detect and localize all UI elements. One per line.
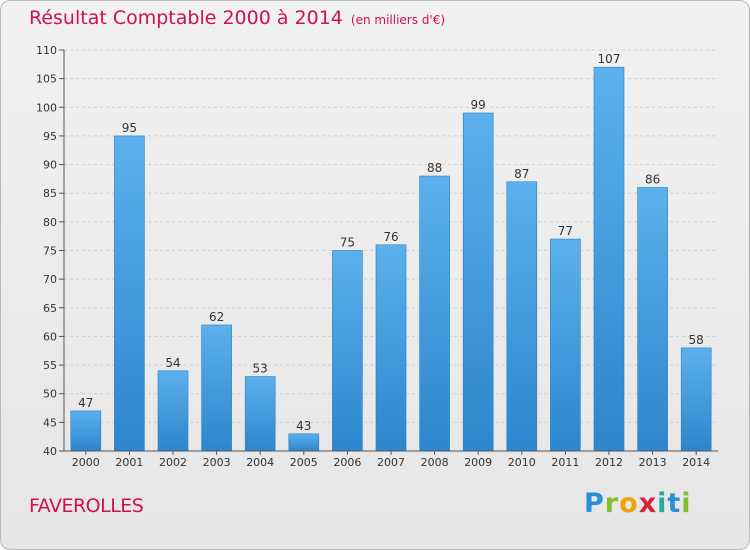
logo-letter: r <box>604 488 620 519</box>
x-tick-label: 2005 <box>290 456 318 469</box>
y-tick-label: 45 <box>43 416 57 429</box>
logo-letter: P <box>584 488 605 519</box>
title-text: Résultat Comptable 2000 à 2014 <box>29 7 343 29</box>
logo-letter: i <box>681 488 692 519</box>
bar <box>244 376 276 452</box>
bar-value-label: 43 <box>296 419 311 433</box>
logo-letter: o <box>619 488 639 519</box>
logo-letter: t <box>667 488 682 519</box>
bar-value-label: 54 <box>165 356 180 370</box>
x-tick-label: 2006 <box>333 456 361 469</box>
bars: 47 95 54 62 53 43 75 76 88 99 87 77 107 86 58 <box>70 52 712 452</box>
bar <box>550 238 581 452</box>
y-tick-label: 95 <box>43 130 57 143</box>
logo-letter: i <box>657 488 668 519</box>
x-tick-label: 2003 <box>203 456 231 469</box>
bar <box>637 187 668 452</box>
bar-value-label: 107 <box>598 52 621 66</box>
bar-value-label: 75 <box>340 236 355 250</box>
x-tick-label: 2010 <box>508 456 536 469</box>
y-tick-label: 65 <box>43 302 57 315</box>
y-tick-label: 100 <box>36 101 57 114</box>
bar-value-label: 58 <box>689 333 704 347</box>
y-tick-label: 40 <box>43 445 57 458</box>
bar-value-label: 77 <box>558 224 573 238</box>
bar-value-label: 62 <box>209 310 224 324</box>
bar <box>419 175 450 452</box>
x-tick-label: 2008 <box>421 456 449 469</box>
y-tick-label: 105 <box>36 73 57 86</box>
x-tick-label: 2013 <box>639 456 667 469</box>
axes: 40 45 50 55 60 65 70 75 80 85 90 95 100 105 110 2000 200… <box>36 44 718 469</box>
x-tick-label: 2012 <box>595 456 623 469</box>
town-name: FAVEROLLES <box>29 495 144 517</box>
x-tick-label: 2007 <box>377 456 405 469</box>
bar <box>201 324 232 452</box>
bar-value-label: 99 <box>471 98 486 112</box>
y-tick-label: 75 <box>43 245 57 258</box>
bar <box>70 410 102 452</box>
x-tick-label: 2004 <box>246 456 274 469</box>
bar <box>375 244 407 452</box>
y-tick-label: 70 <box>43 273 57 286</box>
y-tick-label: 85 <box>43 187 57 200</box>
logo-letter: x <box>638 488 658 519</box>
x-tick-label: 2011 <box>551 456 579 469</box>
x-tick-label: 2001 <box>115 456 143 469</box>
x-tick-label: 2009 <box>464 456 492 469</box>
bar <box>114 135 145 452</box>
x-tick-label: 2002 <box>159 456 187 469</box>
proxiti-logo: Proxiti <box>584 488 692 519</box>
bar <box>332 250 363 452</box>
bar <box>593 66 625 452</box>
bar-value-label: 88 <box>427 161 442 175</box>
y-tick-label: 90 <box>43 159 57 172</box>
bar <box>680 347 712 452</box>
y-tick-label: 110 <box>36 44 57 57</box>
bar <box>157 370 189 452</box>
x-tick-label: 2014 <box>682 456 710 469</box>
y-tick-label: 60 <box>43 330 57 343</box>
bar-value-label: 47 <box>78 396 93 410</box>
bar-value-label: 53 <box>253 362 268 376</box>
chart-title: Résultat Comptable 2000 à 2014 (en millie… <box>29 7 445 29</box>
bar-value-label: 87 <box>514 167 529 181</box>
bar <box>462 112 494 452</box>
y-tick-label: 55 <box>43 359 57 372</box>
bar-value-label: 95 <box>122 121 137 135</box>
x-tick-label: 2000 <box>72 456 100 469</box>
bar <box>506 181 538 452</box>
y-tick-label: 50 <box>43 388 57 401</box>
bar <box>288 433 320 452</box>
y-tick-label: 80 <box>43 216 57 229</box>
bar-value-label: 76 <box>383 230 398 244</box>
subtitle-text: (en milliers d'€) <box>350 13 446 27</box>
bar-value-label: 86 <box>645 172 660 186</box>
